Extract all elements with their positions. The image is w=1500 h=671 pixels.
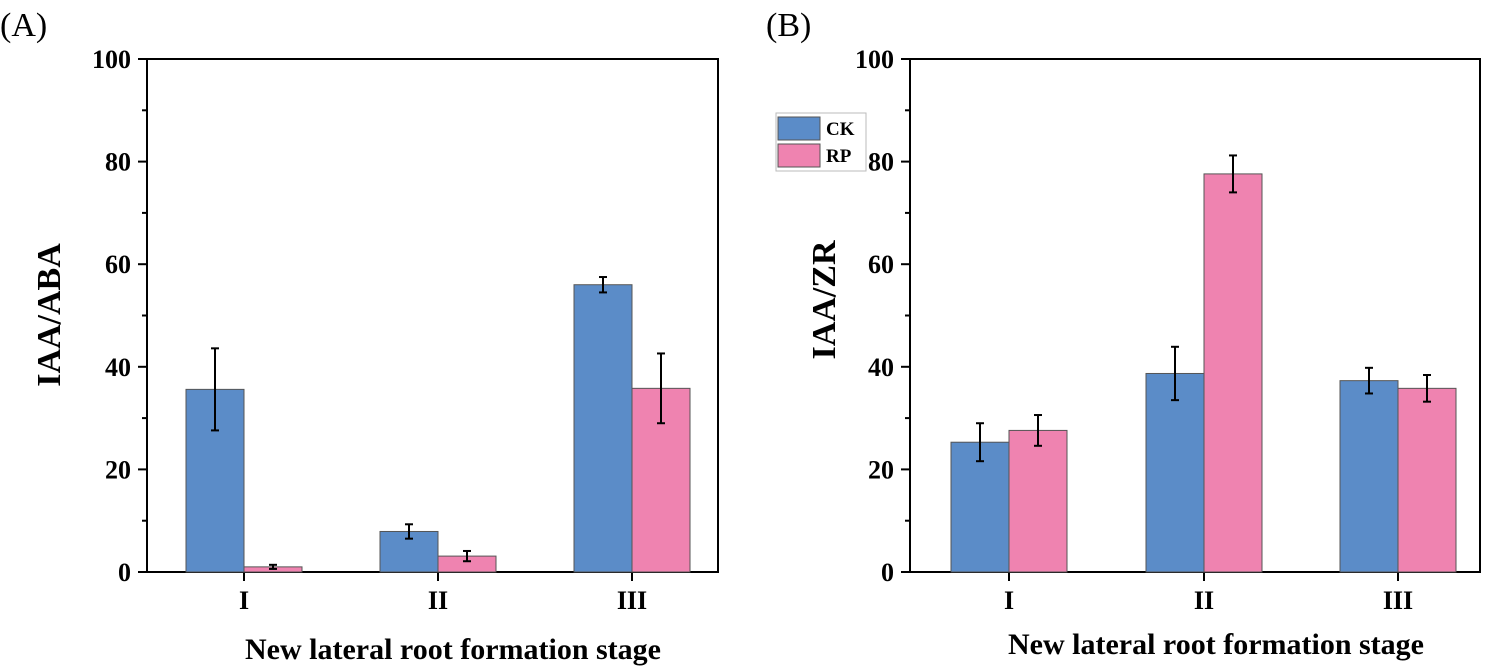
x-tick-label: III [1383, 586, 1413, 615]
x-tick-label: I [239, 586, 249, 615]
y-tick-label: 60 [868, 250, 894, 279]
panel-label: (A) [0, 7, 47, 44]
y-tick-label: 40 [105, 353, 131, 382]
y-tick-label: 0 [118, 558, 131, 587]
bar-rp-iii [1397, 387, 1457, 573]
y-tick-label: 80 [105, 148, 131, 177]
bar-ck-iii [1339, 380, 1399, 573]
bar-ck-iii [573, 284, 633, 573]
y-tick-label: 20 [105, 455, 131, 484]
y-tick-label: 40 [868, 353, 894, 382]
legend-swatch-rp [777, 143, 821, 168]
y-tick-label: 100 [855, 45, 894, 74]
bar-rp-i [1008, 429, 1068, 573]
y-tick-label: 60 [105, 250, 131, 279]
y-tick-label: 20 [868, 455, 894, 484]
x-tick-label: II [428, 586, 448, 615]
y-axis-title: IAA/ZR [806, 240, 843, 359]
y-tick-label: 100 [92, 45, 131, 74]
x-axis-title: New lateral root formation stage [245, 633, 661, 666]
bar-ck-ii [1145, 372, 1205, 573]
x-axis-title: New lateral root formation stage [1008, 628, 1424, 661]
panel-label: (B) [766, 7, 811, 44]
bar-rp-ii [1203, 173, 1263, 573]
y-tick-label: 80 [868, 148, 894, 177]
legend-label-ck: CK [826, 119, 855, 140]
x-tick-label: I [1004, 586, 1014, 615]
y-tick-label: 0 [881, 558, 894, 587]
legend-swatch-ck [777, 116, 821, 141]
y-axis-title: IAA/ABA [31, 243, 68, 387]
x-tick-label: II [1194, 586, 1214, 615]
x-tick-label: III [617, 586, 647, 615]
legend-label-rp: RP [826, 146, 852, 167]
